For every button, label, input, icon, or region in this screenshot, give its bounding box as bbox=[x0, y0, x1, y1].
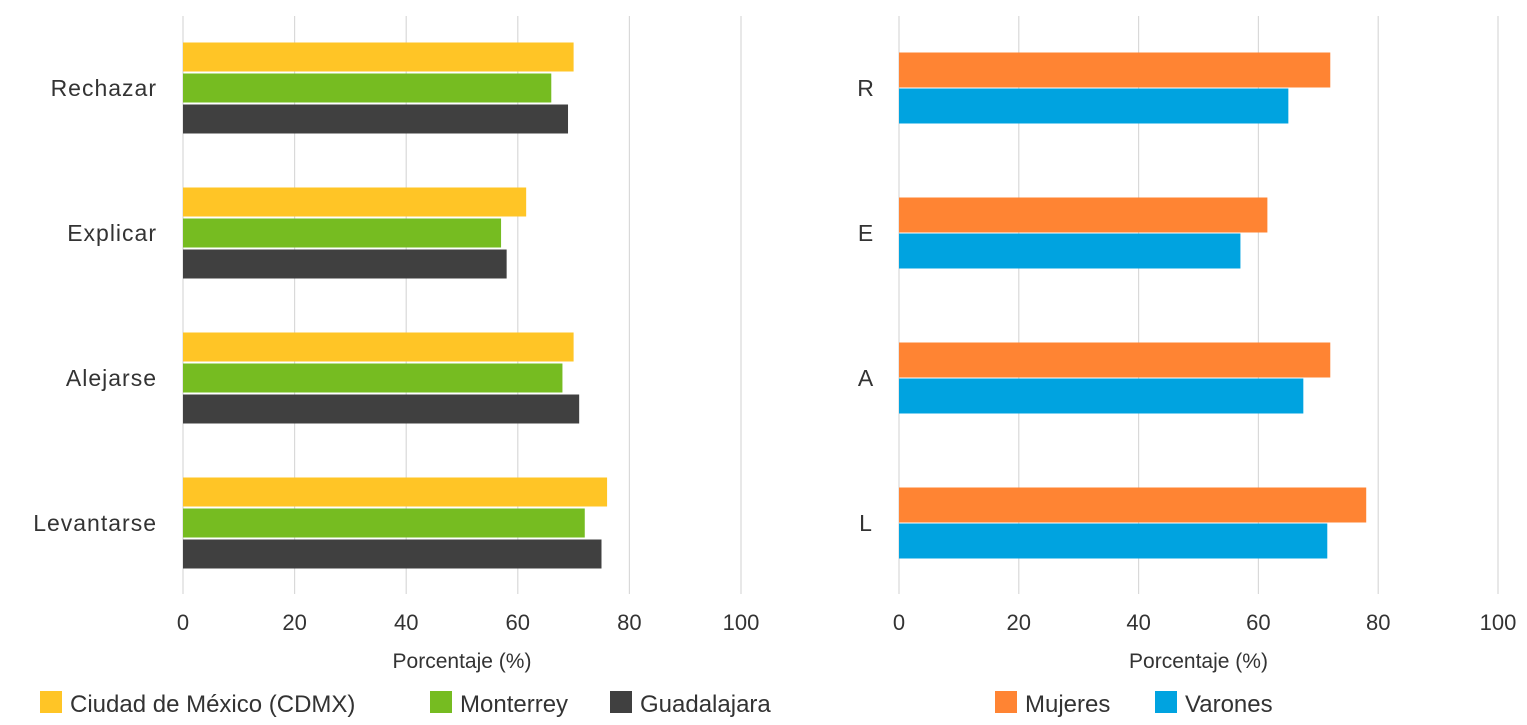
bar bbox=[183, 73, 552, 103]
bar bbox=[899, 52, 1331, 88]
chart-2: 0 20 40 60 80 100 R E A L Porcentaje (%) Mujeres Var… bbox=[857, 16, 1516, 718]
bar bbox=[899, 378, 1304, 414]
bar bbox=[183, 539, 602, 569]
legend-swatch bbox=[995, 691, 1017, 713]
bar bbox=[899, 233, 1241, 269]
legend-label: Monterrey bbox=[460, 691, 568, 718]
bar bbox=[899, 197, 1268, 233]
bar bbox=[183, 218, 502, 248]
x-tick-label: 20 bbox=[282, 610, 306, 635]
bar bbox=[899, 342, 1331, 378]
category-label: Levantarse bbox=[33, 510, 157, 536]
x-tick-label: 60 bbox=[1246, 610, 1270, 635]
legend-swatch bbox=[40, 691, 62, 713]
x-axis-title: Porcentaje (%) bbox=[1129, 650, 1268, 673]
category-label: Alejarse bbox=[66, 365, 157, 391]
x-tick-label: 40 bbox=[394, 610, 418, 635]
bar bbox=[183, 332, 574, 362]
legend-label: Varones bbox=[1185, 691, 1273, 718]
legend-item: Guadalajara bbox=[610, 691, 771, 718]
bar bbox=[183, 394, 580, 424]
bar bbox=[183, 508, 585, 538]
bar bbox=[899, 88, 1289, 124]
legend-item: Ciudad de México (CDMX) bbox=[40, 691, 355, 718]
chart-1: 0 20 40 60 80 100 Rechazar Explicar Alejarse Leva… bbox=[33, 16, 771, 718]
legend-item: Varones bbox=[1155, 691, 1273, 718]
bar bbox=[183, 42, 574, 72]
bar bbox=[183, 187, 527, 217]
x-tick-label: 0 bbox=[177, 610, 189, 635]
bar bbox=[183, 363, 563, 393]
legend-swatch bbox=[1155, 691, 1177, 713]
legend-label: Ciudad de México (CDMX) bbox=[70, 691, 355, 718]
legend-item: Mujeres bbox=[995, 691, 1110, 718]
bar bbox=[899, 523, 1328, 559]
category-label: L bbox=[859, 510, 873, 536]
legend-label: Guadalajara bbox=[640, 691, 771, 718]
category-label: Explicar bbox=[67, 220, 157, 246]
x-tick-label: 20 bbox=[1007, 610, 1031, 635]
bar bbox=[183, 104, 569, 134]
bar bbox=[899, 487, 1367, 523]
category-label: Rechazar bbox=[51, 75, 157, 101]
legend-swatch bbox=[430, 691, 452, 713]
category-label: E bbox=[858, 220, 874, 246]
x-tick-label: 80 bbox=[617, 610, 641, 635]
category-label: A bbox=[858, 365, 874, 391]
legend-swatch bbox=[610, 691, 632, 713]
legend-item: Monterrey bbox=[430, 691, 568, 718]
x-tick-label: 0 bbox=[893, 610, 905, 635]
category-label: R bbox=[857, 75, 875, 101]
x-tick-label: 100 bbox=[723, 610, 760, 635]
bar bbox=[183, 477, 608, 507]
x-tick-label: 100 bbox=[1480, 610, 1517, 635]
x-tick-label: 60 bbox=[506, 610, 530, 635]
x-tick-label: 40 bbox=[1126, 610, 1150, 635]
x-axis-title: Porcentaje (%) bbox=[393, 650, 532, 673]
x-tick-label: 80 bbox=[1366, 610, 1390, 635]
legend-label: Mujeres bbox=[1025, 691, 1110, 718]
bar bbox=[183, 249, 507, 279]
